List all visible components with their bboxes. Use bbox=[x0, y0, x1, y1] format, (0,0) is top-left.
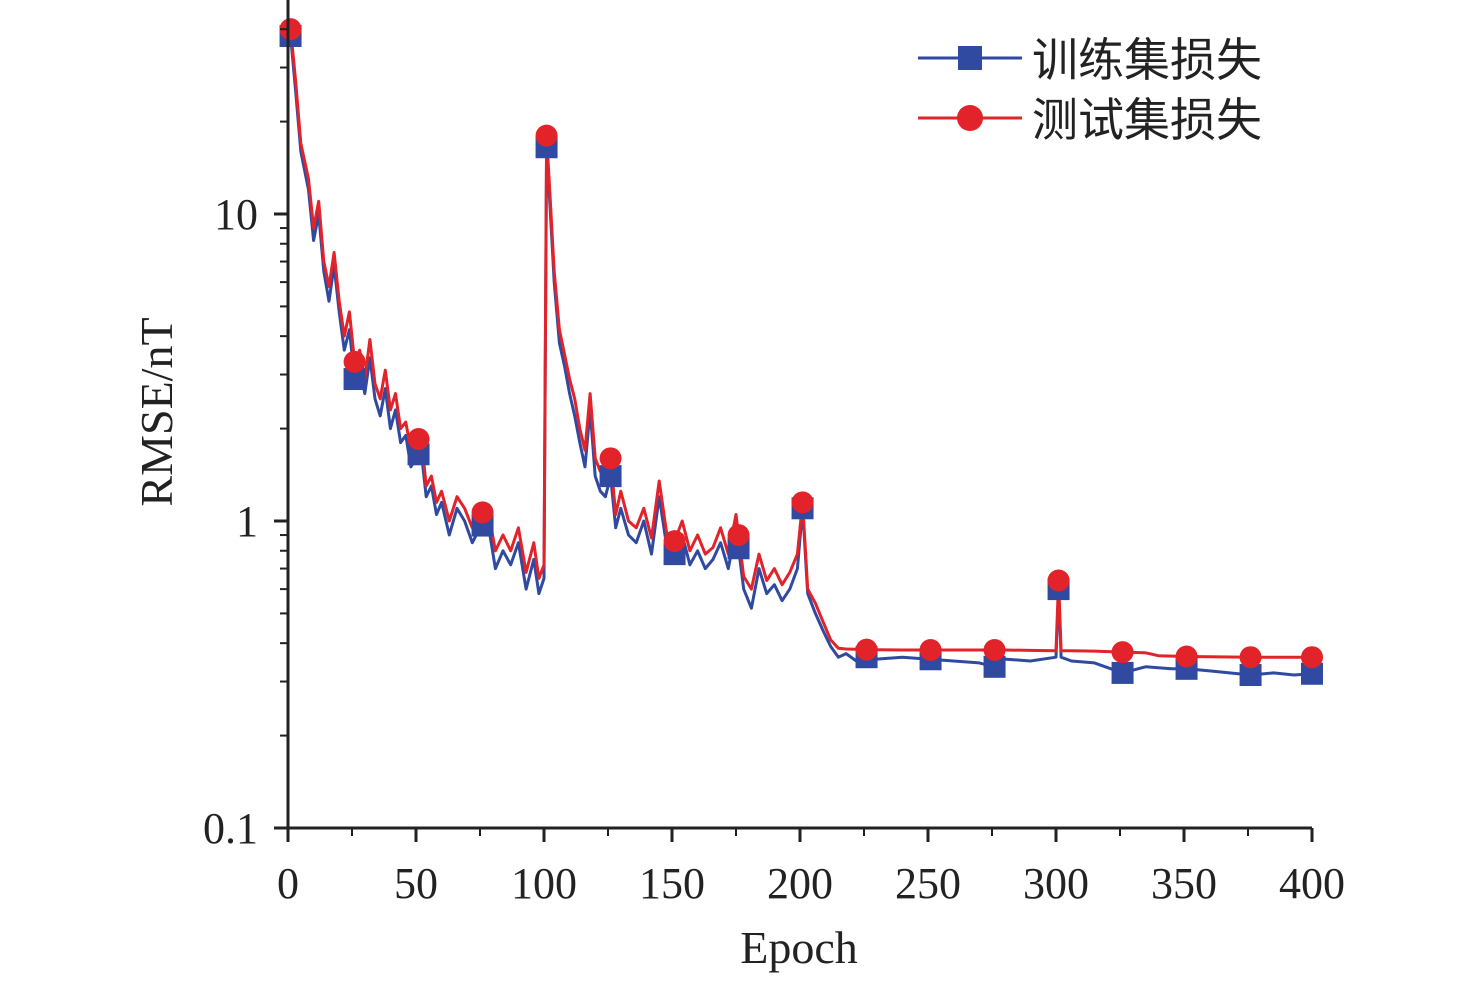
test-point bbox=[535, 124, 558, 147]
train-point bbox=[1239, 664, 1262, 687]
train-point bbox=[599, 465, 622, 488]
legend-item-test: 测试集损失 bbox=[918, 93, 1262, 147]
x-tick-label: 150 bbox=[639, 859, 705, 908]
train-point bbox=[1301, 662, 1323, 685]
series-layer bbox=[279, 18, 1323, 687]
x-ticks: 0 50 100 150 200 250 300 350 400 bbox=[277, 828, 1345, 908]
x-tick-label: 350 bbox=[1151, 859, 1217, 908]
train-point bbox=[407, 443, 430, 466]
x-tick-label: 300 bbox=[1023, 859, 1089, 908]
test-point bbox=[1111, 641, 1134, 664]
legend: 训练集损失 测试集损失 bbox=[918, 33, 1262, 147]
test-point bbox=[1301, 646, 1323, 669]
axes-layer: 0 50 100 150 200 250 300 350 400 0.1 1 10 bbox=[203, 0, 1345, 908]
train-point bbox=[1111, 661, 1134, 684]
test-point bbox=[407, 428, 430, 451]
legend-label-test: 测试集损失 bbox=[1032, 93, 1262, 147]
y-ticks: 0.1 1 10 bbox=[203, 28, 288, 853]
train-point bbox=[343, 368, 366, 391]
test-point bbox=[1239, 646, 1262, 669]
x-tick-label: 100 bbox=[511, 859, 577, 908]
train-point bbox=[983, 655, 1006, 678]
legend-label-train: 训练集损失 bbox=[1032, 33, 1262, 87]
test-point bbox=[343, 350, 366, 373]
y-axis-title: RMSE/nT bbox=[131, 317, 182, 506]
test-point bbox=[1175, 645, 1198, 668]
test-point bbox=[855, 638, 878, 661]
x-tick-label: 250 bbox=[895, 859, 961, 908]
test-point bbox=[791, 491, 814, 514]
test-point bbox=[1047, 569, 1070, 592]
test-point bbox=[727, 524, 750, 547]
x-axis-title: Epoch bbox=[740, 922, 858, 973]
y-tick-label: 10 bbox=[214, 190, 258, 239]
test-point bbox=[471, 501, 494, 524]
test-point bbox=[919, 639, 942, 662]
test-point bbox=[599, 447, 622, 470]
test-point bbox=[663, 530, 686, 553]
x-tick-label: 50 bbox=[394, 859, 438, 908]
y-tick-label: 0.1 bbox=[203, 804, 258, 853]
legend-marker-square bbox=[958, 46, 982, 70]
x-tick-label: 400 bbox=[1279, 859, 1345, 908]
test-point bbox=[279, 18, 302, 41]
legend-item-train: 训练集损失 bbox=[918, 33, 1262, 87]
x-tick-label: 200 bbox=[767, 859, 833, 908]
x-tick-label: 0 bbox=[277, 859, 299, 908]
test-point bbox=[983, 639, 1006, 662]
y-tick-label: 1 bbox=[236, 497, 258, 546]
legend-marker-circle bbox=[957, 105, 983, 131]
